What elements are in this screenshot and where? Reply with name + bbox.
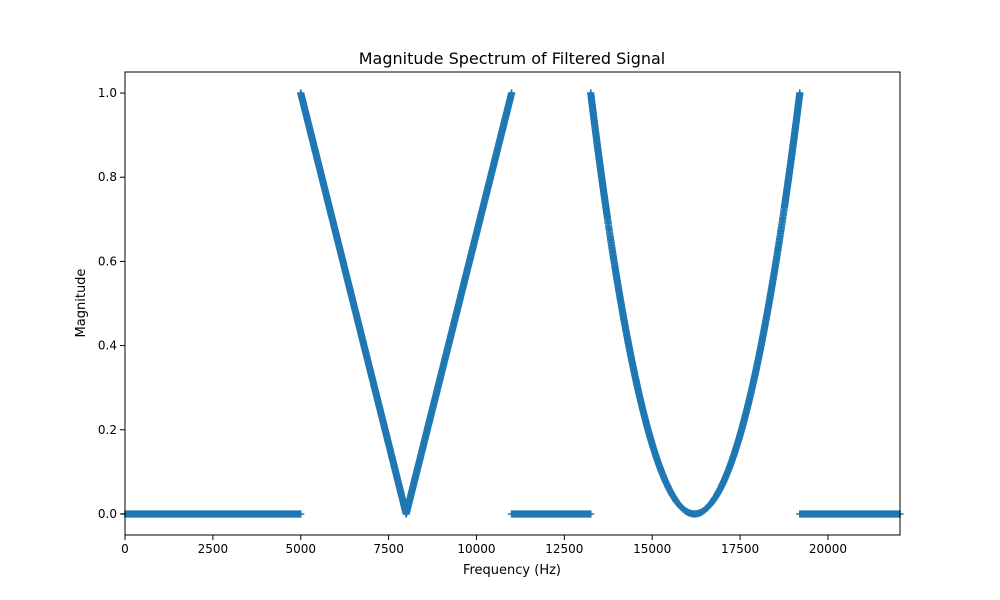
x-tick-label: 0 [121, 542, 129, 556]
y-tick-label: 0.8 [98, 170, 117, 184]
data-series-segment-5 [796, 510, 904, 518]
y-tick-label: 0.2 [98, 423, 117, 437]
x-tick-label: 20000 [809, 542, 847, 556]
x-axis-label: Frequency (Hz) [463, 563, 561, 578]
y-axis-label: Magnitude [74, 269, 89, 338]
data-series-segment-3 [508, 510, 595, 518]
data-series-segment-1 [121, 510, 305, 518]
x-tick-label: 15000 [633, 542, 671, 556]
y-tick-label: 0.4 [98, 339, 117, 353]
x-tick-label: 5000 [285, 542, 316, 556]
y-tick-label: 1.0 [98, 86, 117, 100]
x-axis: 0 2500 5000 7500 10000 12500 15000 17500 20000 [121, 535, 847, 556]
plot-frame [124, 71, 901, 536]
x-tick-label: 7500 [373, 542, 404, 556]
data-layer [121, 89, 904, 518]
x-tick-label: 10000 [457, 542, 495, 556]
data-series-segment-2 [297, 89, 516, 518]
y-tick-label: 0.6 [98, 254, 117, 268]
y-axis: 0.0 0.2 0.4 0.6 0.8 1.0 [98, 86, 125, 521]
y-tick-label: 0.0 [98, 507, 117, 521]
x-tick-label: 2500 [198, 542, 229, 556]
x-tick-label: 17500 [721, 542, 759, 556]
x-tick-label: 12500 [545, 542, 583, 556]
data-series-segment-4 [587, 89, 804, 518]
chart-title: Magnitude Spectrum of Filtered Signal [359, 49, 665, 68]
